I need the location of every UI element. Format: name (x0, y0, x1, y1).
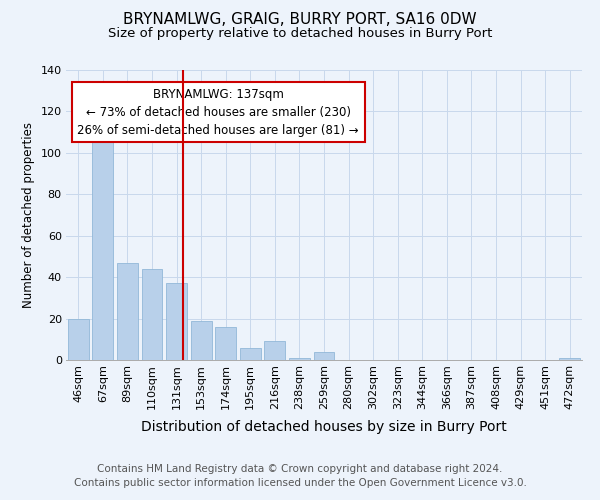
Text: Contains HM Land Registry data © Crown copyright and database right 2024.
Contai: Contains HM Land Registry data © Crown c… (74, 464, 526, 487)
Text: BRYNAMLWG, GRAIG, BURRY PORT, SA16 0DW: BRYNAMLWG, GRAIG, BURRY PORT, SA16 0DW (123, 12, 477, 28)
Bar (215, 327, 236, 360)
Bar (142, 269, 163, 360)
Bar (240, 348, 261, 360)
Bar (191, 320, 212, 360)
X-axis label: Distribution of detached houses by size in Burry Port: Distribution of detached houses by size … (141, 420, 507, 434)
Text: Size of property relative to detached houses in Burry Port: Size of property relative to detached ho… (108, 28, 492, 40)
Y-axis label: Number of detached properties: Number of detached properties (22, 122, 35, 308)
Bar (289, 358, 310, 360)
Bar (265, 342, 286, 360)
Bar (166, 284, 187, 360)
Bar (117, 262, 138, 360)
Bar (559, 358, 580, 360)
Text: BRYNAMLWG: 137sqm
← 73% of detached houses are smaller (230)
26% of semi-detache: BRYNAMLWG: 137sqm ← 73% of detached hous… (77, 88, 359, 136)
Bar (92, 132, 113, 360)
Bar (68, 318, 89, 360)
Bar (314, 352, 334, 360)
